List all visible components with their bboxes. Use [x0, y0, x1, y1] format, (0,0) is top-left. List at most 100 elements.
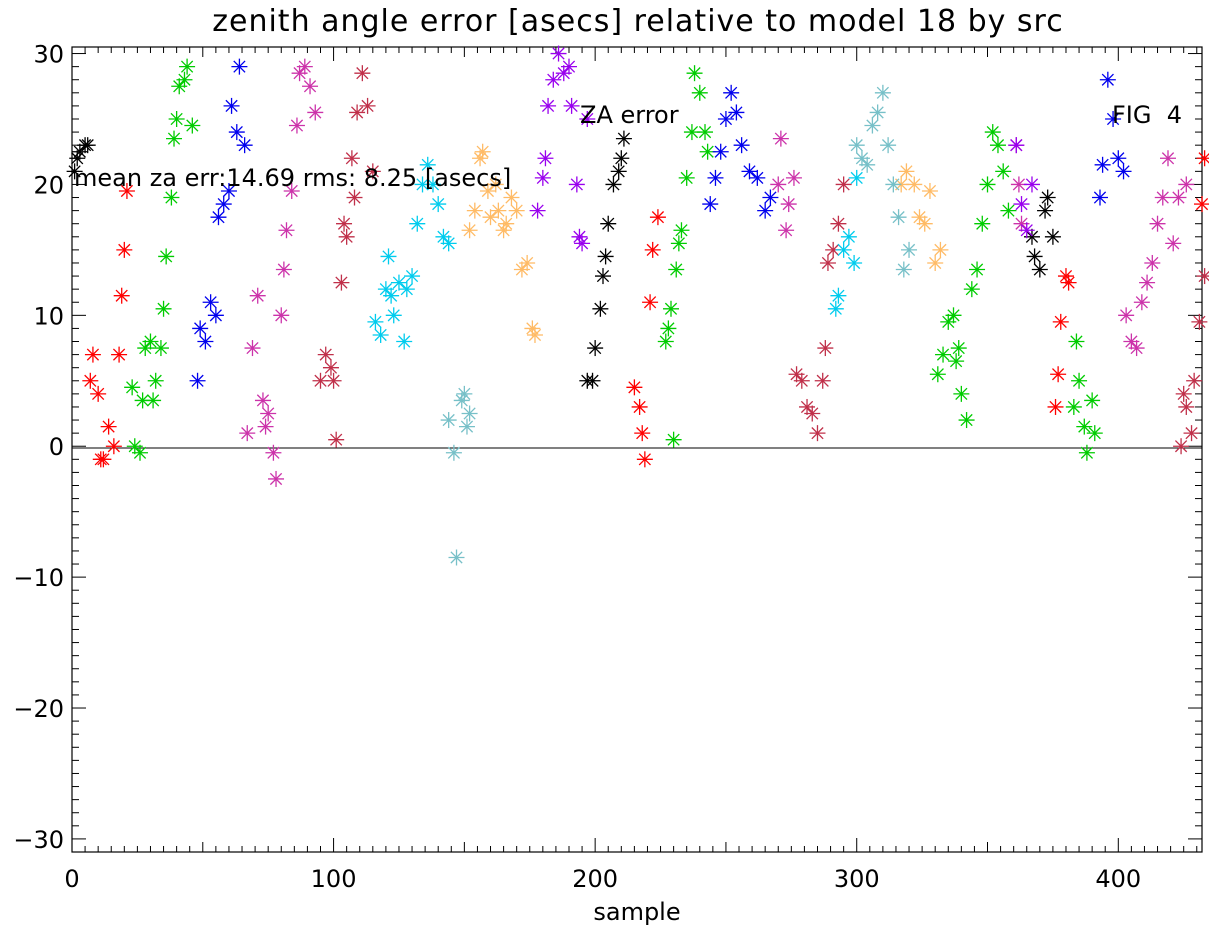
- data-point: [1175, 385, 1192, 402]
- data-point: [600, 215, 617, 232]
- data-point: [1183, 425, 1200, 442]
- data-point: [723, 84, 740, 101]
- data-point: [448, 549, 465, 566]
- data-point: [1044, 228, 1061, 245]
- data-point: [989, 137, 1006, 154]
- data-point: [461, 222, 478, 239]
- data-point: [974, 215, 991, 232]
- data-point: [780, 196, 797, 213]
- data-point: [244, 340, 261, 357]
- data-point: [749, 169, 766, 186]
- data-point: [830, 215, 847, 232]
- data-point: [220, 182, 237, 199]
- data-point: [691, 84, 708, 101]
- data-point: [163, 189, 180, 206]
- data-point: [69, 150, 86, 167]
- za-error-label: ZA error: [580, 101, 679, 129]
- data-point: [419, 156, 436, 173]
- data-point: [605, 176, 622, 193]
- data-point: [498, 215, 515, 232]
- data-point: [524, 320, 541, 337]
- data-point: [268, 470, 285, 487]
- data-point: [202, 294, 219, 311]
- data-point: [574, 235, 591, 252]
- data-point: [1086, 425, 1103, 442]
- data-point: [545, 71, 562, 88]
- data-point: [111, 346, 128, 363]
- data-point: [124, 379, 141, 396]
- data-point: [848, 137, 865, 154]
- data-point: [275, 261, 292, 278]
- data-point: [1173, 438, 1190, 455]
- data-point: [649, 209, 666, 226]
- data-point: [948, 353, 965, 370]
- data-point: [846, 254, 863, 271]
- data-point: [579, 110, 596, 127]
- data-point: [249, 287, 266, 304]
- data-point: [699, 143, 716, 160]
- data-point: [336, 215, 353, 232]
- data-point: [458, 418, 475, 435]
- y-tick-label: 10: [33, 302, 64, 330]
- data-point: [890, 209, 907, 226]
- data-point: [354, 65, 371, 82]
- data-point: [534, 169, 551, 186]
- data-point: [372, 326, 389, 343]
- data-point: [772, 130, 789, 147]
- data-point: [1008, 137, 1025, 154]
- data-point: [571, 228, 588, 245]
- data-point: [472, 150, 489, 167]
- data-point: [158, 248, 175, 265]
- data-point: [597, 248, 614, 265]
- data-point: [932, 241, 949, 258]
- data-point: [526, 326, 543, 343]
- data-point: [929, 366, 946, 383]
- data-point: [223, 97, 240, 114]
- data-point: [733, 137, 750, 154]
- data-point: [456, 385, 473, 402]
- data-point: [207, 307, 224, 324]
- data-point: [519, 254, 536, 271]
- data-point: [728, 104, 745, 121]
- data-point: [587, 340, 604, 357]
- data-point: [84, 346, 101, 363]
- data-point: [440, 412, 457, 429]
- data-point: [615, 130, 632, 147]
- data-point: [453, 392, 470, 409]
- data-point: [260, 405, 277, 422]
- data-point: [1118, 307, 1135, 324]
- data-point: [396, 333, 413, 350]
- data-point: [901, 241, 918, 258]
- data-point: [678, 169, 695, 186]
- data-point: [945, 307, 962, 324]
- data-point: [859, 156, 876, 173]
- data-point: [273, 307, 290, 324]
- data-point: [830, 287, 847, 304]
- data-point: [495, 222, 512, 239]
- data-point: [482, 209, 499, 226]
- data-point: [461, 405, 478, 422]
- data-point: [712, 143, 729, 160]
- stats-label: mean za err:14.69 rms: 8.25 [asecs]: [74, 164, 511, 192]
- data-point: [383, 287, 400, 304]
- data-point: [1052, 313, 1069, 330]
- data-point: [1078, 444, 1095, 461]
- data-point: [1065, 398, 1082, 415]
- data-point: [817, 340, 834, 357]
- data-point: [265, 444, 282, 461]
- data-point: [1139, 274, 1156, 291]
- data-point: [367, 313, 384, 330]
- data-point: [1039, 189, 1056, 206]
- y-tick-label: −20: [13, 695, 64, 723]
- data-point: [291, 65, 308, 82]
- data-point: [1026, 248, 1043, 265]
- data-point: [1159, 150, 1176, 167]
- data-point: [869, 104, 886, 121]
- data-point: [979, 176, 996, 193]
- data-point: [785, 169, 802, 186]
- data-point: [1194, 196, 1209, 213]
- data-point: [100, 418, 117, 435]
- data-point: [707, 169, 724, 186]
- data-point: [963, 281, 980, 298]
